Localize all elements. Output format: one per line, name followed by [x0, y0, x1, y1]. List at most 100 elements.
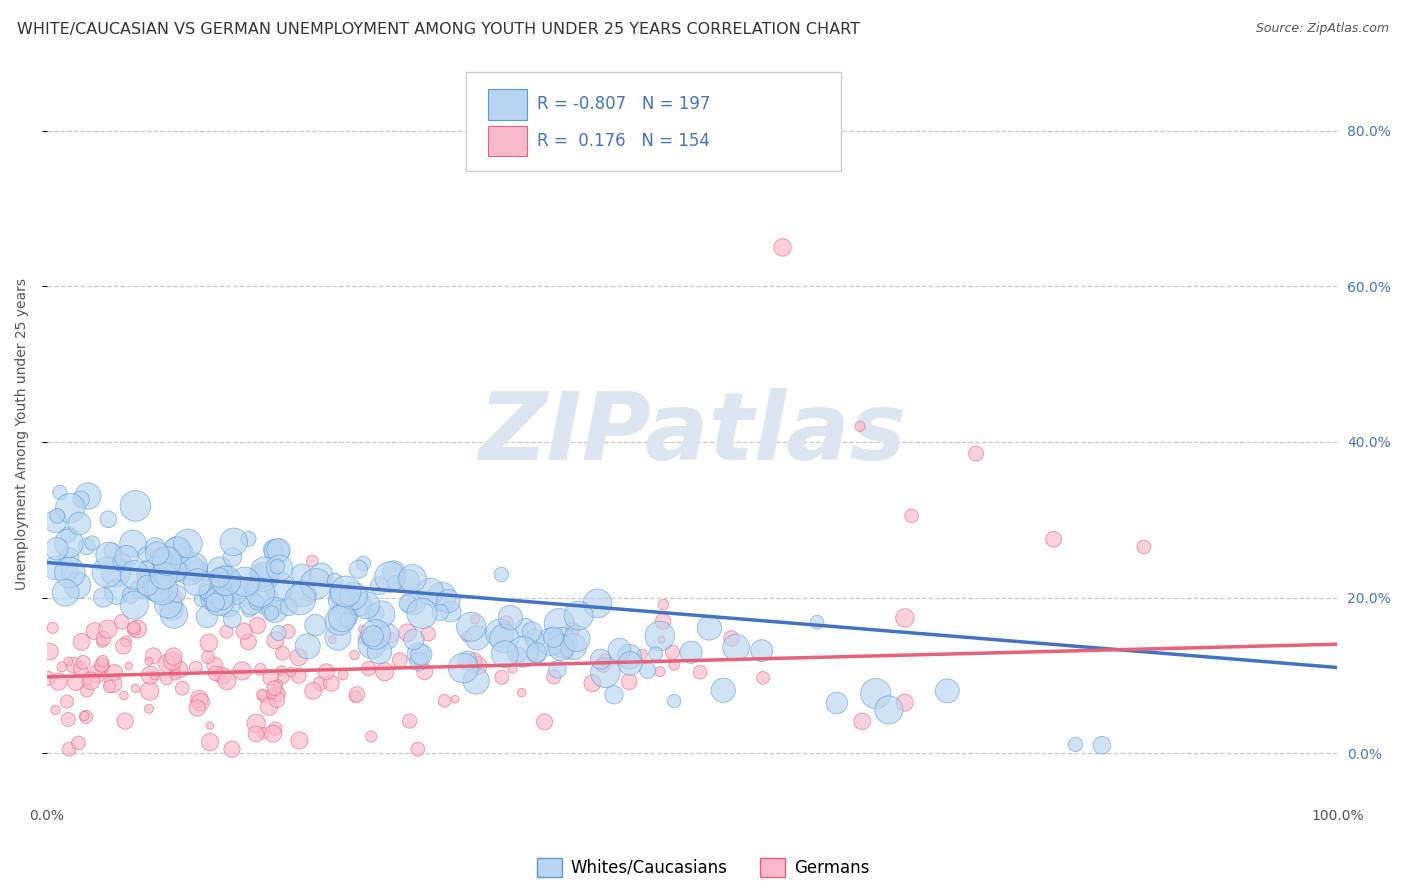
Point [257, 699, 280, 714]
Point [163, 607, 186, 622]
Point [440, 605, 463, 619]
Point [419, 584, 441, 599]
Point [260, 671, 283, 685]
Point [97, 512, 120, 526]
Point [90, 657, 112, 672]
Point [86, 666, 108, 681]
Point [266, 559, 288, 574]
Point [190, 695, 212, 709]
Point [662, 694, 685, 708]
Point [67, 736, 90, 750]
Point [66, 578, 89, 592]
Point [138, 654, 160, 668]
Point [215, 673, 238, 688]
Point [254, 593, 277, 607]
Point [593, 653, 616, 667]
Point [110, 615, 132, 629]
Point [260, 606, 283, 620]
Point [205, 666, 228, 681]
Point [321, 632, 343, 647]
Point [240, 596, 263, 610]
Point [59, 565, 82, 579]
Point [59, 566, 82, 580]
Point [101, 676, 124, 690]
Point [364, 607, 387, 621]
Point [429, 606, 451, 620]
Point [156, 657, 179, 671]
Legend: Whites/Caucasians, Germans: Whites/Caucasians, Germans [530, 852, 876, 884]
Point [465, 673, 488, 688]
Point [115, 634, 138, 648]
Point [221, 742, 243, 756]
Point [302, 684, 325, 698]
Point [173, 545, 195, 559]
Point [101, 544, 124, 558]
Point [595, 665, 617, 680]
Point [208, 594, 231, 608]
Point [273, 671, 295, 685]
Point [287, 668, 309, 682]
Point [456, 630, 478, 644]
Point [336, 599, 359, 613]
Point [221, 612, 243, 626]
Point [557, 647, 579, 661]
Point [58, 550, 80, 565]
Point [344, 690, 367, 704]
Point [37, 672, 59, 686]
Point [266, 687, 288, 701]
Point [211, 592, 233, 607]
Point [662, 658, 685, 673]
Point [77, 673, 100, 688]
Point [464, 612, 486, 626]
Point [337, 599, 360, 613]
Point [91, 635, 114, 649]
Point [252, 690, 274, 704]
Point [546, 640, 568, 654]
Point [91, 591, 114, 605]
Point [524, 647, 547, 661]
Point [238, 532, 260, 546]
Point [681, 645, 703, 659]
Point [75, 710, 97, 724]
Point [288, 733, 311, 747]
Point [70, 635, 93, 649]
Point [124, 499, 146, 513]
Point [543, 670, 565, 684]
Point [80, 673, 103, 688]
Point [198, 718, 221, 732]
Point [277, 600, 299, 615]
Point [225, 580, 247, 594]
Point [128, 582, 150, 597]
Point [267, 677, 290, 691]
Point [280, 665, 302, 680]
Point [444, 692, 467, 706]
Point [337, 611, 360, 625]
Point [225, 588, 247, 602]
Point [357, 661, 380, 675]
Point [260, 687, 283, 701]
Point [188, 692, 211, 706]
Point [93, 632, 115, 646]
Point [82, 536, 104, 550]
Point [1064, 738, 1087, 752]
Point [520, 624, 543, 639]
Point [155, 672, 177, 686]
Point [58, 654, 80, 668]
Point [146, 547, 169, 561]
Point [215, 624, 238, 639]
Point [58, 713, 80, 727]
FancyBboxPatch shape [467, 72, 841, 171]
Point [806, 615, 828, 630]
Point [253, 565, 276, 579]
Point [166, 587, 188, 601]
Point [463, 653, 485, 667]
Point [48, 674, 70, 689]
Point [568, 608, 591, 623]
Point [374, 665, 396, 679]
Point [418, 627, 440, 641]
Point [186, 564, 208, 578]
Point [381, 631, 404, 645]
Point [166, 590, 188, 604]
Point [699, 621, 721, 635]
Point [526, 645, 548, 659]
